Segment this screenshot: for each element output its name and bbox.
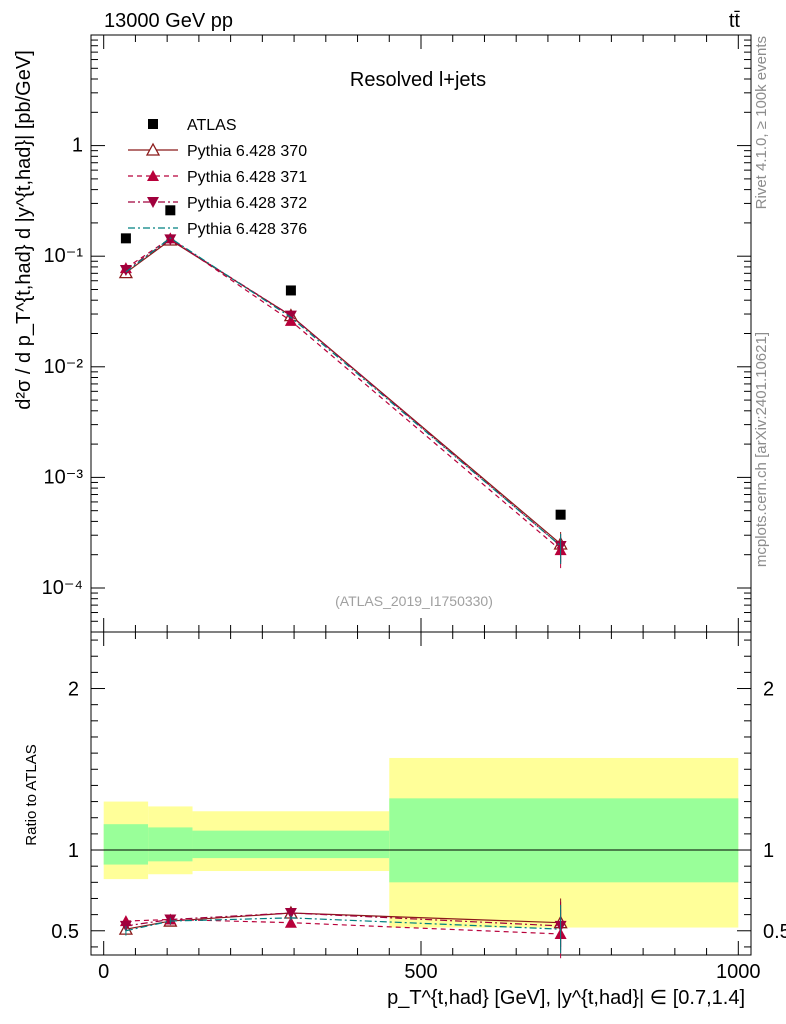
ratio-y-tick-label: 0.5 [51, 921, 79, 943]
ratio-series-group [118, 898, 568, 959]
legend-label-3: Pythia 6.428 376 [187, 221, 307, 238]
ratio-series-line-0 [125, 912, 561, 930]
x-tick-label: 0 [98, 961, 109, 983]
main-y-tick-label: 10⁻³ [44, 466, 84, 488]
legend-marker-2 [147, 197, 159, 208]
main-series-line-2 [125, 238, 562, 547]
ratio-series-line-2 [125, 912, 561, 927]
atlas-data-point [555, 509, 566, 520]
reference-label: (ATLAS_2019_I1750330) [335, 593, 493, 609]
ratio-band-stat-2 [192, 830, 390, 859]
main-series-line-3 [125, 237, 562, 547]
legend-label-2: Pythia 6.428 372 [187, 195, 307, 212]
main-y-axis-label-text: d²σ / d p_T^{t,had} d |y^{t,had}| [pb/Ge… [13, 50, 35, 410]
x-axis: 0 500 1000 [98, 35, 761, 983]
main-series-line-0 [125, 239, 562, 545]
header-left: 13000 GeV pp [104, 10, 233, 32]
main-y-tick-label: 10⁻¹ [44, 245, 84, 267]
main-series-group [118, 205, 568, 569]
main-series-point-2 [119, 265, 132, 277]
ratio-series-line-1 [125, 918, 561, 935]
legend-label-0: Pythia 6.428 370 [187, 143, 307, 160]
side-bottom-text: mcplots.cern.ch [arXiv:2401.10621] [753, 332, 770, 567]
legend-label-1: Pythia 6.428 371 [187, 169, 307, 186]
x-tick-label: 500 [404, 961, 437, 983]
chart-title: Resolved l+jets [350, 69, 486, 91]
x-tick-label: 1000 [716, 961, 761, 983]
ratio-uncertainty-bands [103, 757, 739, 928]
main-y-tick-label: 10⁻² [44, 356, 84, 378]
legend-marker-1 [147, 170, 159, 181]
legend-marker-0 [145, 142, 161, 156]
x-axis-label: p_T^{t,had} [GeV], |y^{t,had}| ∈ [0.7,1.… [387, 987, 745, 1009]
ratio-y-tick-label: 1 [68, 840, 79, 862]
ratio-y-tick-label-right: 2 [763, 679, 774, 701]
legend: ATLAS Pythia 6.428 370 Pythia 6.428 371 Pyt… [128, 117, 307, 238]
ratio-series-point-2 [284, 908, 297, 920]
main-y-axis-label: d²σ / d p_T^{t,had} d |y^{t,had}| [pb/Ge… [13, 50, 35, 410]
main-y-tick-label: 10⁻⁴ [42, 577, 83, 599]
ratio-series-point-1 [284, 916, 297, 928]
ratio-series-line-3 [125, 917, 561, 932]
main-y-tick-label: 1 [72, 135, 83, 157]
ratio-y-tick-label: 2 [68, 679, 79, 701]
header-right: tt̄ [729, 10, 741, 32]
main-series-line-1 [125, 237, 562, 551]
main-y-axis: 10⁻⁴ 10⁻³ 10⁻² 10⁻¹ 1 [42, 34, 751, 633]
main-series-point-2 [164, 234, 177, 246]
legend-marker-atlas [148, 119, 158, 129]
ratio-band-stat-3 [389, 798, 739, 883]
side-top-text: Rivet 4.1.0, ≥ 100k events [753, 36, 770, 209]
atlas-data-point [285, 285, 296, 296]
ratio-y-tick-label-right: 1 [763, 840, 774, 862]
ratio-y-axis: 0.5 0.5 1 1 2 2 [51, 639, 786, 948]
ratio-y-tick-label-right: 0.5 [763, 921, 786, 943]
ratio-band-stat-1 [148, 827, 193, 862]
ratio-band-stat-0 [103, 824, 149, 865]
main-series-point-2 [284, 310, 297, 322]
atlas-data-point [165, 205, 176, 216]
legend-label-atlas: ATLAS [187, 117, 237, 134]
atlas-data-point [120, 233, 131, 244]
ratio-y-axis-label: Ratio to ATLAS [23, 744, 40, 845]
